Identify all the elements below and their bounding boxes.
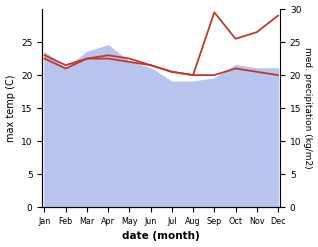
X-axis label: date (month): date (month) xyxy=(122,231,200,242)
Y-axis label: med. precipitation (kg/m2): med. precipitation (kg/m2) xyxy=(303,47,313,169)
Y-axis label: max temp (C): max temp (C) xyxy=(5,74,16,142)
